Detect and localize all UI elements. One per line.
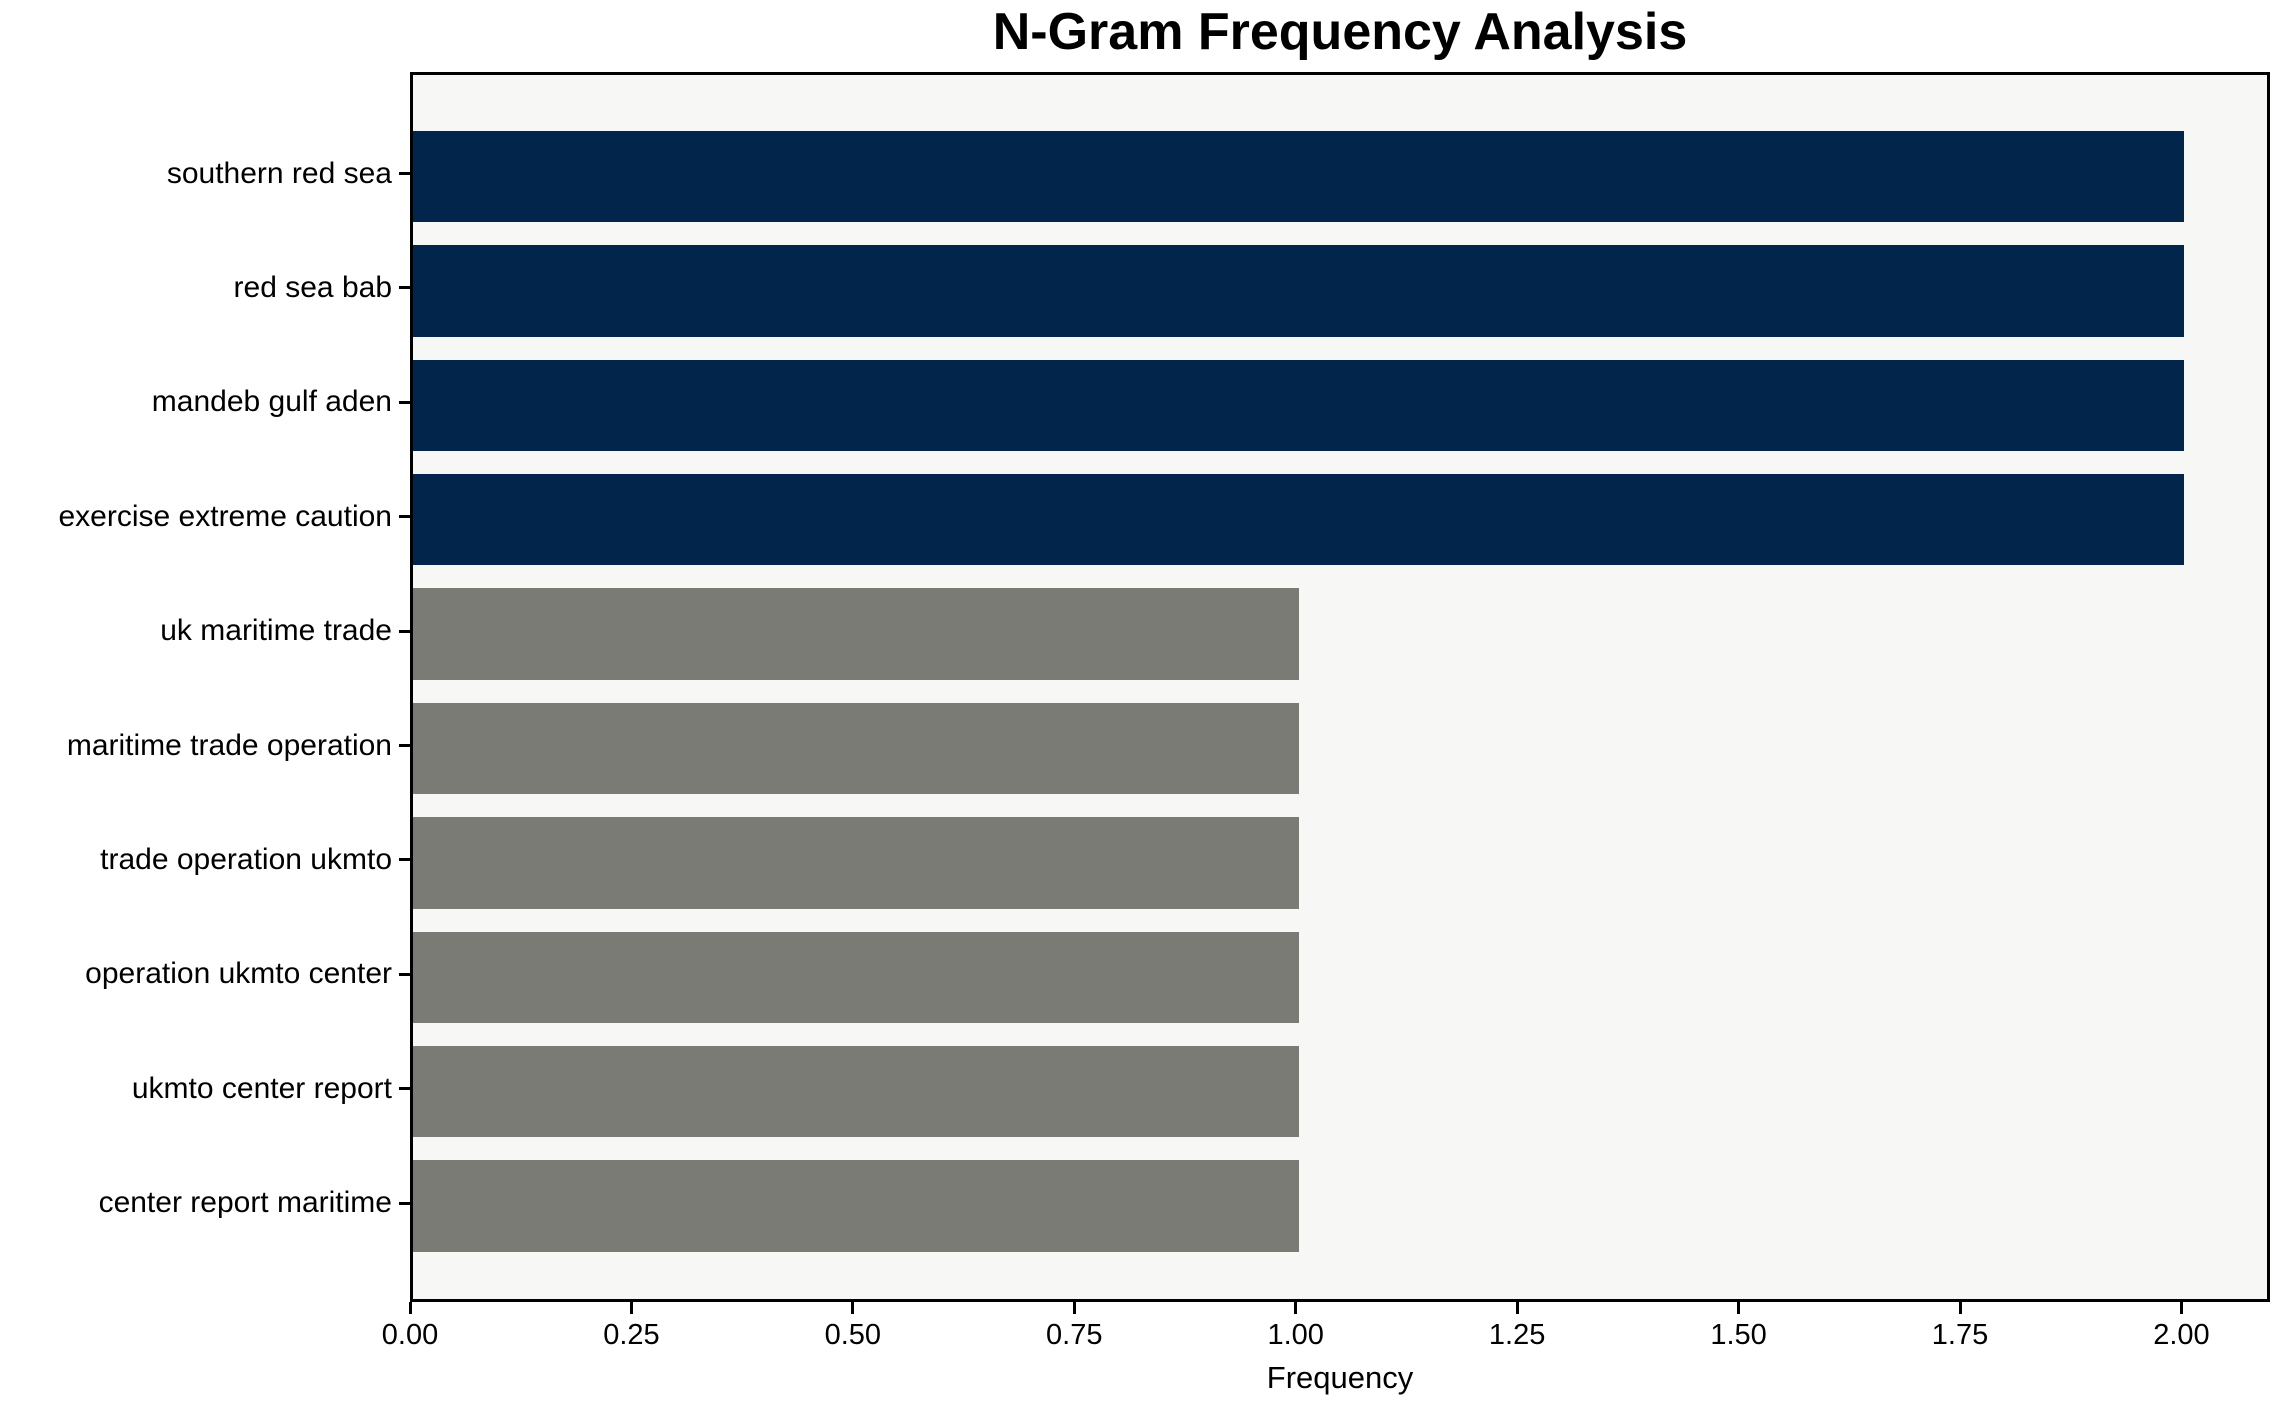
y-tick-label: southern red sea bbox=[166, 156, 392, 190]
y-tick-mark bbox=[399, 286, 410, 290]
y-tick-mark bbox=[399, 1087, 410, 1091]
x-tick-mark bbox=[1294, 1302, 1298, 1314]
bar bbox=[413, 1045, 1299, 1138]
x-tick-mark bbox=[1072, 1302, 1076, 1314]
x-tick-mark bbox=[1958, 1302, 1962, 1314]
bar bbox=[413, 1160, 1299, 1252]
plot-area bbox=[410, 72, 2270, 1302]
x-tick-label: 2.00 bbox=[2153, 1319, 2210, 1351]
y-tick-mark bbox=[399, 744, 410, 747]
x-tick-mark bbox=[1515, 1302, 1519, 1314]
y-tick-label: maritime trade operation bbox=[66, 728, 392, 762]
bar bbox=[413, 817, 1299, 909]
x-tick-label: 0.50 bbox=[824, 1319, 882, 1351]
y-tick-label: red sea bab bbox=[233, 270, 392, 304]
y-tick-label: trade operation ukmto bbox=[100, 842, 392, 876]
x-tick-label: 1.00 bbox=[1267, 1319, 1324, 1351]
x-tick-label: 1.25 bbox=[1488, 1319, 1546, 1351]
x-tick-mark bbox=[2179, 1302, 2183, 1314]
y-tick-mark bbox=[399, 172, 410, 175]
bar bbox=[413, 359, 2185, 452]
y-tick-label: operation ukmto center bbox=[85, 957, 392, 991]
y-tick-label: uk maritime trade bbox=[160, 614, 392, 648]
y-tick-mark bbox=[399, 972, 410, 976]
x-tick-label: 0.25 bbox=[603, 1319, 660, 1351]
y-tick-mark bbox=[399, 515, 410, 519]
y-tick-mark bbox=[399, 629, 410, 633]
y-tick-mark bbox=[399, 1201, 410, 1205]
x-tick-mark bbox=[851, 1302, 855, 1314]
y-tick-label: center report maritime bbox=[98, 1186, 392, 1220]
bar bbox=[413, 588, 1299, 680]
chart-title: N-Gram Frequency Analysis bbox=[992, 3, 1688, 61]
bar bbox=[413, 473, 2185, 566]
y-tick-label: exercise extreme caution bbox=[58, 499, 393, 533]
x-tick-label: 1.75 bbox=[1931, 1319, 1989, 1351]
x-tick-label: 0.00 bbox=[381, 1319, 439, 1351]
y-tick-mark bbox=[399, 858, 410, 862]
x-tick-label: 1.50 bbox=[1710, 1319, 1767, 1351]
bar bbox=[413, 931, 1299, 1024]
x-tick-mark bbox=[408, 1302, 412, 1314]
x-tick-label: 0.75 bbox=[1046, 1319, 1103, 1351]
bar bbox=[413, 702, 1299, 795]
bar bbox=[413, 130, 2185, 223]
y-tick-label: ukmto center report bbox=[131, 1071, 392, 1105]
bar bbox=[413, 245, 2185, 337]
y-tick-label: mandeb gulf aden bbox=[151, 385, 392, 419]
x-axis-label: Frequency bbox=[1266, 1360, 1414, 1395]
x-tick-mark bbox=[629, 1302, 633, 1314]
x-tick-mark bbox=[1737, 1302, 1741, 1314]
y-tick-mark bbox=[399, 400, 410, 404]
